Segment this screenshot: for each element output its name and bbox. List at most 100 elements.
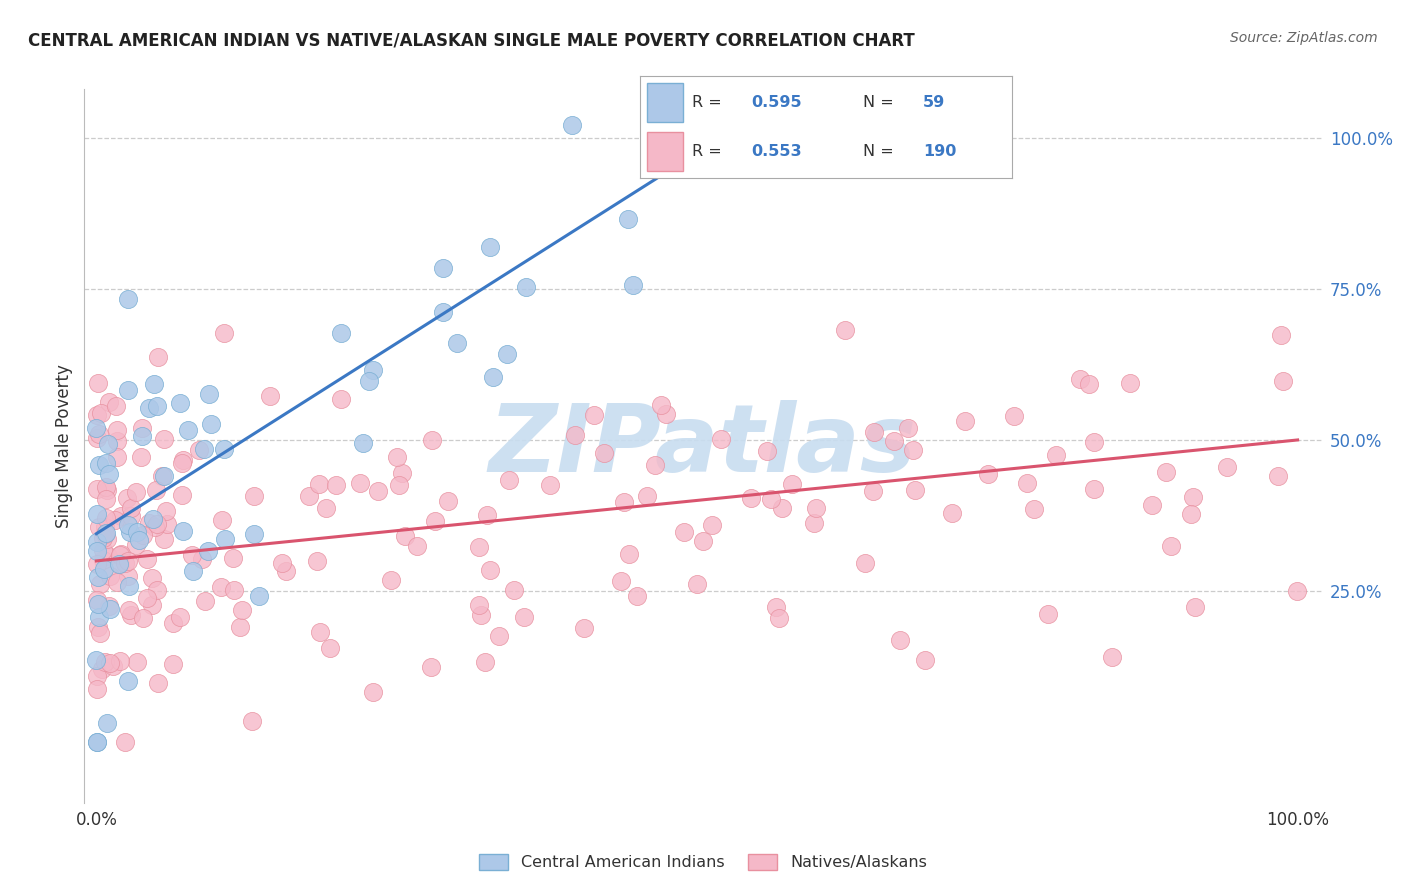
Point <box>87 609 110 624</box>
Text: 59: 59 <box>922 95 945 110</box>
Point <box>120 608 142 623</box>
Point <box>156 517 179 532</box>
Point <box>93 562 115 576</box>
Point <box>89 520 111 534</box>
Point <box>1160 539 1182 553</box>
Point <box>626 589 648 603</box>
Point <box>124 485 146 500</box>
Point <box>673 524 696 539</box>
Point <box>143 520 166 534</box>
Point <box>593 445 616 459</box>
Point <box>103 659 125 673</box>
Point <box>914 653 936 667</box>
Point <box>806 501 828 516</box>
Point <box>152 468 174 483</box>
Point <box>86 534 108 549</box>
Point <box>118 602 141 616</box>
Point <box>142 512 165 526</box>
Point <box>617 211 640 226</box>
Point <box>105 574 128 589</box>
Point <box>308 477 330 491</box>
Point <box>89 626 111 640</box>
Point <box>432 305 454 319</box>
Point <box>1045 448 1067 462</box>
Point <box>86 593 108 607</box>
Point <box>87 569 110 583</box>
Point <box>86 431 108 445</box>
Point <box>394 529 416 543</box>
Point <box>117 292 139 306</box>
Point <box>1270 327 1292 342</box>
Point <box>173 524 195 538</box>
Point <box>162 657 184 672</box>
Point <box>104 513 127 527</box>
Point <box>231 602 253 616</box>
Point <box>446 335 468 350</box>
Point <box>482 370 505 384</box>
Point <box>128 533 150 548</box>
Point <box>87 619 110 633</box>
Point <box>120 524 142 539</box>
Point <box>1078 377 1101 392</box>
Point <box>91 531 114 545</box>
Point <box>1215 460 1237 475</box>
Point <box>197 543 219 558</box>
Point <box>564 428 586 442</box>
Point <box>650 398 672 412</box>
Text: Source: ZipAtlas.com: Source: ZipAtlas.com <box>1230 31 1378 45</box>
Point <box>420 660 443 674</box>
Point <box>136 591 159 606</box>
Point <box>1182 490 1205 504</box>
Point <box>710 432 733 446</box>
Point <box>155 504 177 518</box>
Point <box>146 676 169 690</box>
Text: ZIPatlas: ZIPatlas <box>489 400 917 492</box>
Point <box>468 598 491 612</box>
Point <box>904 483 927 497</box>
Point <box>853 557 876 571</box>
FancyBboxPatch shape <box>647 132 682 171</box>
Point <box>1180 507 1202 521</box>
Point <box>108 557 131 571</box>
Point <box>145 483 167 497</box>
Point <box>1184 599 1206 614</box>
Text: 190: 190 <box>922 145 956 160</box>
Point <box>129 450 152 464</box>
Text: 0.553: 0.553 <box>751 145 803 160</box>
Text: 0.595: 0.595 <box>751 95 803 110</box>
Point <box>406 539 429 553</box>
Point <box>644 458 666 473</box>
Point <box>352 436 374 450</box>
Point <box>834 323 856 337</box>
Point <box>222 550 245 565</box>
Point <box>138 516 160 530</box>
Point <box>169 395 191 409</box>
Point <box>98 602 121 616</box>
Point <box>117 568 139 582</box>
Point <box>187 443 209 458</box>
Point <box>132 527 155 541</box>
Point <box>1015 475 1038 490</box>
Point <box>1002 409 1025 423</box>
Point <box>240 714 263 729</box>
Point <box>1286 584 1309 599</box>
Point <box>131 420 153 434</box>
Point <box>901 442 924 457</box>
Point <box>212 326 235 340</box>
Point <box>110 508 132 523</box>
Point <box>94 480 117 494</box>
Point <box>1038 607 1060 622</box>
Point <box>214 532 236 546</box>
Point <box>305 554 328 568</box>
Point <box>86 482 108 496</box>
Point <box>329 392 352 406</box>
Point <box>770 501 793 516</box>
Point <box>388 477 411 491</box>
Point <box>420 433 443 447</box>
Point <box>298 489 321 503</box>
Point <box>361 363 384 377</box>
Point <box>183 564 205 578</box>
Point <box>94 526 117 541</box>
Point <box>361 685 384 699</box>
Point <box>229 620 252 634</box>
